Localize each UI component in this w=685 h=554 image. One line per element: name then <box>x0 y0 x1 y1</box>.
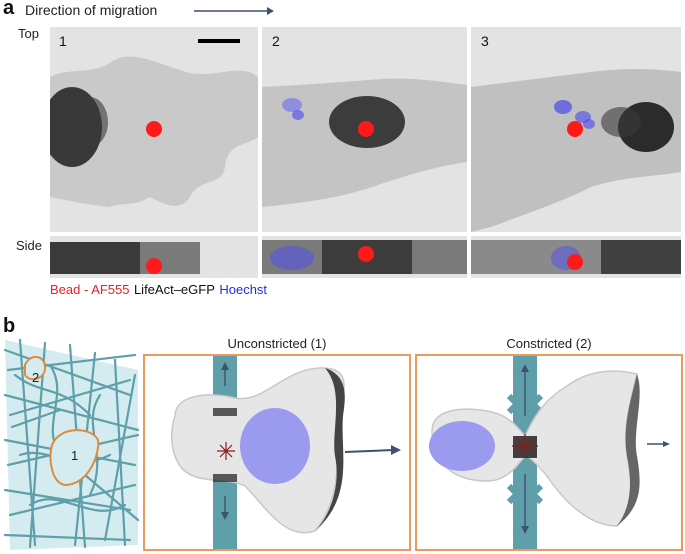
panel-a-letter: a <box>3 0 15 19</box>
fiber-network <box>3 338 140 550</box>
top-image-2: 2 <box>262 27 467 232</box>
side-bead-1 <box>146 258 162 274</box>
frame-label-3: 3 <box>481 33 489 49</box>
side-bead-2 <box>358 246 374 262</box>
side-image-3 <box>471 236 681 278</box>
bead-2 <box>358 121 374 137</box>
side-bead-3 <box>567 254 583 270</box>
frame-label-2: 2 <box>272 33 280 49</box>
side-image-2 <box>262 236 467 278</box>
top-image-1: 1 <box>50 27 258 232</box>
bead-3 <box>567 121 583 137</box>
legend-bead: Bead - AF555 <box>50 282 130 297</box>
pore-label-1: 1 <box>71 448 79 463</box>
bead-1 <box>146 121 162 137</box>
unconstricted-title: Unconstricted (1) <box>227 336 327 351</box>
direction-arrow <box>194 7 274 15</box>
channel-legend: Bead - AF555 LifeAct–eGFP Hoechst <box>50 281 267 299</box>
row-side-label: Side <box>16 238 43 253</box>
legend-hoechst: Hoechst <box>219 282 268 297</box>
panel-b-letter: b <box>3 315 16 337</box>
top-image-3: 3 <box>471 27 681 232</box>
direction-label: Direction of migration <box>25 2 158 18</box>
frame-label-1: 1 <box>59 33 67 49</box>
unconstricted-box <box>143 354 411 551</box>
constricted-title: Constricted (2) <box>506 336 592 351</box>
side-image-1 <box>50 236 258 278</box>
constricted-box <box>415 354 683 551</box>
legend-lifeact: LifeAct–eGFP <box>133 282 215 297</box>
row-top-label: Top <box>18 26 39 41</box>
pore-label-2: 2 <box>32 370 40 385</box>
